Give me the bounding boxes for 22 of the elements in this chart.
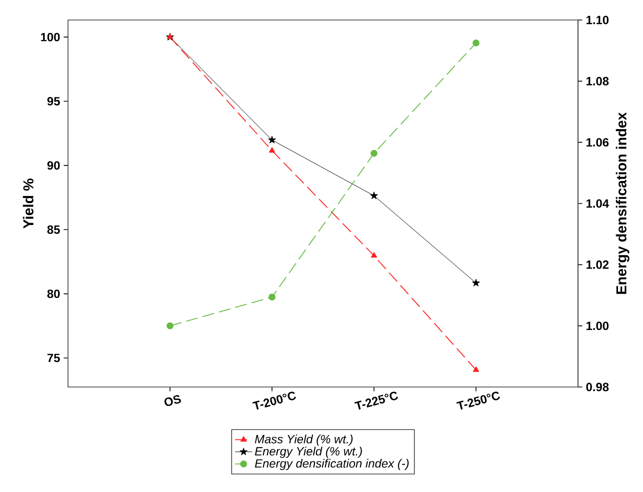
y2-axis-title: Energy densification index xyxy=(616,112,630,294)
y-tick-label: 75 xyxy=(47,354,60,362)
x-tick-label: T-225°C xyxy=(354,392,398,410)
y-tick-label: 95 xyxy=(47,97,60,106)
y-tick-label: 100 xyxy=(41,32,60,42)
y2-tick-label: 1.08 xyxy=(586,76,609,86)
y2-tick-label: 1.04 xyxy=(586,199,609,208)
y-tick-label: 90 xyxy=(47,161,60,170)
y2-tick-label: 1.00 xyxy=(586,322,609,330)
x-tick-label: T-200°C xyxy=(252,392,296,410)
y2-tick-label: 0.98 xyxy=(586,382,609,392)
x-tick-label: OS xyxy=(164,395,181,406)
y2-tick-label: 1.06 xyxy=(586,138,609,147)
y-tick-label: 80 xyxy=(47,290,60,298)
y2-tick-label: 1.10 xyxy=(586,16,609,24)
y2-tick-label: 1.02 xyxy=(586,260,609,269)
y-axis-title: Yield % xyxy=(22,178,34,228)
y-tick-label: 85 xyxy=(47,225,60,234)
x-tick-label: T-250°C xyxy=(456,392,500,410)
legend-label: Mass Yield (% wt.) xyxy=(254,434,353,446)
legend-label: Energy Yield (% wt.) xyxy=(254,446,362,458)
legend-label: Energy densification index (-) xyxy=(254,458,409,470)
